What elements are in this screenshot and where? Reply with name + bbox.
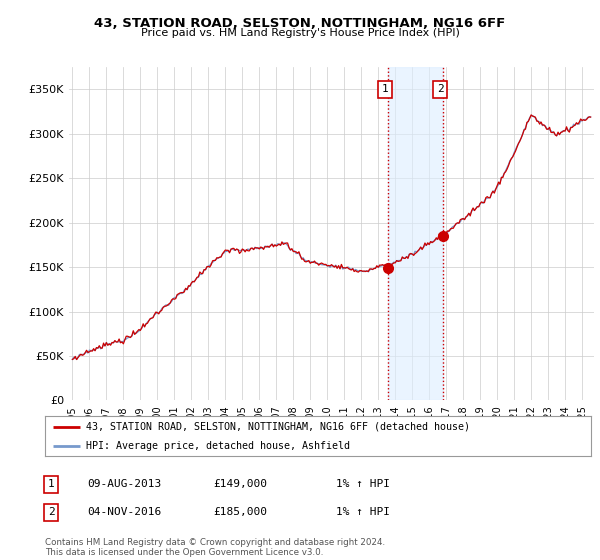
Text: Contains HM Land Registry data © Crown copyright and database right 2024.
This d: Contains HM Land Registry data © Crown c…: [45, 538, 385, 557]
Text: 1% ↑ HPI: 1% ↑ HPI: [336, 479, 390, 489]
Text: 1% ↑ HPI: 1% ↑ HPI: [336, 507, 390, 517]
Text: HPI: Average price, detached house, Ashfield: HPI: Average price, detached house, Ashf…: [86, 441, 350, 450]
Text: 04-NOV-2016: 04-NOV-2016: [87, 507, 161, 517]
Text: 1: 1: [382, 85, 388, 95]
Text: 43, STATION ROAD, SELSTON, NOTTINGHAM, NG16 6FF: 43, STATION ROAD, SELSTON, NOTTINGHAM, N…: [94, 17, 506, 30]
Text: 09-AUG-2013: 09-AUG-2013: [87, 479, 161, 489]
Text: 1: 1: [47, 479, 55, 489]
Text: £185,000: £185,000: [213, 507, 267, 517]
Text: £149,000: £149,000: [213, 479, 267, 489]
Text: Price paid vs. HM Land Registry's House Price Index (HPI): Price paid vs. HM Land Registry's House …: [140, 28, 460, 38]
Text: 2: 2: [47, 507, 55, 517]
Bar: [388, 67, 443, 400]
Text: 43, STATION ROAD, SELSTON, NOTTINGHAM, NG16 6FF (detached house): 43, STATION ROAD, SELSTON, NOTTINGHAM, N…: [86, 422, 470, 432]
Text: 2: 2: [437, 85, 443, 95]
